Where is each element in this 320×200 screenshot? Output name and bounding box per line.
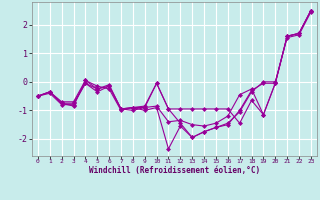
X-axis label: Windchill (Refroidissement éolien,°C): Windchill (Refroidissement éolien,°C) xyxy=(89,166,260,175)
